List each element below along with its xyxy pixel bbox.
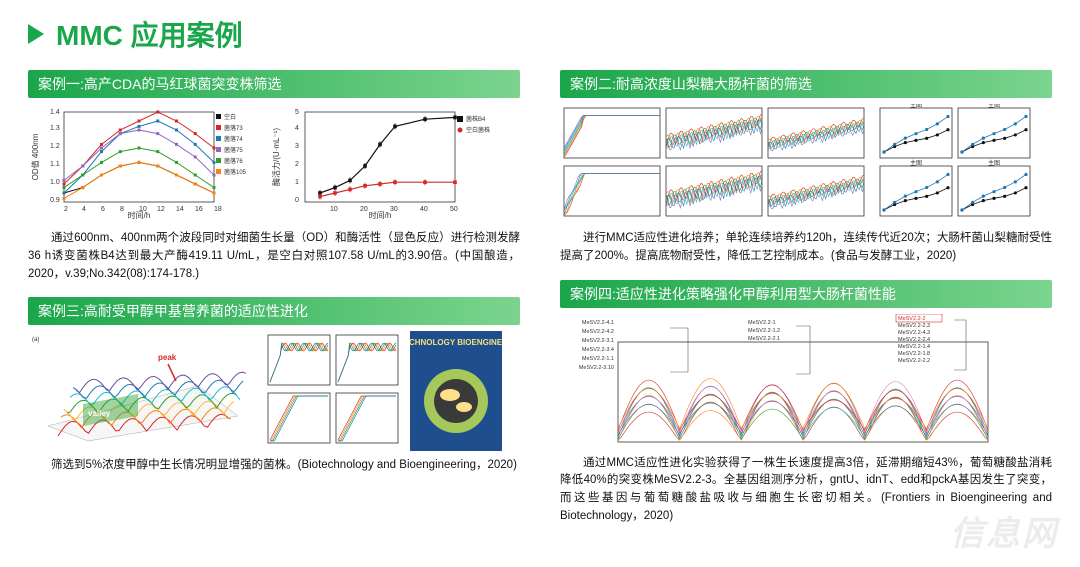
svg-text:50: 50 (450, 206, 458, 213)
case-3: 案例三:高耐受甲醇甲基营养菌的适应性进化 (a) valley peak (28, 297, 520, 475)
svg-text:主图: 主图 (910, 104, 922, 109)
case-4-timeline: MeSV2.2-4.1 MeSV2.2-4.2 MeSV2.2-3.1 MeSV2.2… (560, 314, 1040, 449)
svg-text:1.3: 1.3 (50, 125, 60, 132)
svg-text:MeSV2.2-2: MeSV2.2-2 (898, 316, 926, 322)
case-3-charts: (a) valley peak BIOTECHNOLOGY BIOE (28, 331, 520, 451)
c1b-legend: 菌株B4 空白菌株 (457, 115, 490, 134)
c3-label-a: (a) (32, 337, 39, 343)
svg-text:2: 2 (64, 206, 68, 213)
svg-text:MeSV2.2-3.1: MeSV2.2-3.1 (582, 338, 614, 344)
svg-text:MeSV2.2-2.2: MeSV2.2-2.2 (898, 358, 930, 364)
svg-text:8: 8 (120, 206, 124, 213)
right-column: 案例二:耐高浓度山梨糖大肠杆菌的筛选 主图主图主图主图 进行MMC适应性进化培养… (560, 70, 1052, 540)
svg-text:1: 1 (295, 179, 299, 186)
case-3-small-panels (264, 331, 404, 451)
c1b-xlabel: 时间/h (369, 210, 392, 220)
title-row: MMC 应用案例 (28, 14, 1052, 54)
svg-text:5: 5 (295, 109, 299, 116)
case-2-panel-grid (560, 104, 870, 224)
svg-text:10: 10 (139, 206, 147, 213)
c1a-ylabel: OD值 400nm (30, 133, 40, 180)
c1a-yticks: 0.9 1.0 1.1 1.2 1.3 1.4 (50, 109, 60, 204)
page-title: MMC 应用案例 (56, 14, 243, 54)
biotech-cover-title: BIOTECHNOLOGY BIOENGINEERING (410, 338, 502, 347)
svg-text:主图: 主图 (988, 159, 1000, 167)
svg-text:MeSV2.2-3.10: MeSV2.2-3.10 (579, 365, 614, 371)
case-4-header: 案例四:适应性进化策略强化甲醇利用型大肠杆菌性能 (560, 280, 1052, 308)
case-3-biotech-cover: BIOTECHNOLOGY BIOENGINEERING (410, 331, 502, 451)
svg-text:16: 16 (195, 206, 203, 213)
svg-text:1.4: 1.4 (50, 109, 60, 116)
c1a-legend: 空白菌落73 菌落74 菌落75 菌落76 菌落105 (216, 113, 247, 176)
case-4-caption: 通过MMC适应性进化实验获得了一株生长速度提高3倍，延滞期缩短43%，葡萄糖酸盐… (560, 455, 1052, 526)
svg-text:20: 20 (360, 206, 368, 213)
c1b-ylabel: 酶活力/(U·mL⁻¹) (271, 128, 281, 186)
svg-text:MeSV2.2-4.1: MeSV2.2-4.1 (582, 320, 614, 326)
svg-text:1.2: 1.2 (50, 143, 60, 150)
svg-text:12: 12 (157, 206, 165, 213)
c1b-yticks: 0 1 2 3 4 5 (295, 109, 299, 204)
left-column: 案例一:高产CDA的马红球菌突变株筛选 OD值 400nm 时间/h 2 4 6 8… (28, 70, 520, 540)
svg-text:菌落73: 菌落73 (224, 124, 243, 132)
svg-text:MeSV2.2-2.3: MeSV2.2-2.3 (898, 323, 930, 329)
svg-text:14: 14 (176, 206, 184, 213)
svg-text:3: 3 (295, 143, 299, 150)
svg-text:10: 10 (330, 206, 338, 213)
svg-text:0: 0 (295, 197, 299, 204)
columns: 案例一:高产CDA的马红球菌突变株筛选 OD值 400nm 时间/h 2 4 6 8… (28, 70, 1052, 540)
svg-text:主图: 主图 (910, 159, 922, 167)
svg-text:MeSV2.2-1.1: MeSV2.2-1.1 (582, 356, 614, 362)
svg-text:空白: 空白 (224, 113, 236, 121)
svg-text:菌株B4: 菌株B4 (466, 115, 486, 123)
case-4-charts: MeSV2.2-4.1 MeSV2.2-4.2 MeSV2.2-3.1 MeSV2.2… (560, 314, 1052, 449)
case-1-charts: OD值 400nm 时间/h 246 81012 141618 0.91.01.… (28, 104, 520, 224)
case-1-chart-b: 酶活力/(U·mL⁻¹) 时间/h 10 20 30 40 50 0 1 2 3 4 5 (269, 104, 504, 224)
title-marker-icon (28, 24, 44, 44)
svg-text:40: 40 (420, 206, 428, 213)
case-2-charts: 主图主图主图主图 (560, 104, 1052, 224)
case-3-header: 案例三:高耐受甲醇甲基营养菌的适应性进化 (28, 297, 520, 325)
case-2-caption: 进行MMC适应性进化培养；单轮连续培养约120h，连续传代近20次；大肠杆菌山梨… (560, 230, 1052, 266)
svg-text:MeSV2.2-2.4: MeSV2.2-2.4 (898, 337, 930, 343)
svg-text:MeSV2.2-3.4: MeSV2.2-3.4 (582, 347, 614, 353)
case-3-3d-chart: (a) valley peak (28, 331, 258, 451)
case-1-caption: 通过600nm、400nm两个波段同时对细菌生长量（OD）和酶活性（显色反应）进… (28, 230, 520, 283)
case-3-caption: 筛选到5%浓度甲醇中生长情况明显增强的菌株。(Biotechnology and… (28, 457, 520, 475)
case-2-scatter-grid: 主图主图主图主图 (876, 104, 1036, 224)
svg-text:菌落76: 菌落76 (224, 157, 243, 165)
svg-text:2: 2 (295, 161, 299, 168)
svg-text:MeSV2.2-1: MeSV2.2-1 (748, 320, 776, 326)
c3-valley-label: valley (88, 409, 111, 418)
case-4: 案例四:适应性进化策略强化甲醇利用型大肠杆菌性能 MeSV2.2-4.1MeSV… (560, 280, 1052, 526)
svg-text:MeSV2.2-1.8: MeSV2.2-1.8 (898, 351, 930, 357)
svg-text:菌落75: 菌落75 (224, 146, 243, 154)
svg-text:主图: 主图 (988, 104, 1000, 109)
case-1-chart-a: OD值 400nm 时间/h 246 81012 141618 0.91.01.… (28, 104, 263, 224)
svg-text:1.1: 1.1 (50, 161, 60, 168)
svg-text:MeSV2.2-1.2: MeSV2.2-1.2 (748, 328, 780, 334)
svg-text:空白菌株: 空白菌株 (466, 126, 490, 134)
svg-text:1.0: 1.0 (50, 179, 60, 186)
svg-text:MeSV2.2-1.4: MeSV2.2-1.4 (898, 344, 930, 350)
svg-text:菌落74: 菌落74 (224, 135, 243, 143)
c1a-xticks: 2 4 6 8 10 12 14 16 18 (64, 206, 222, 213)
svg-text:30: 30 (390, 206, 398, 213)
svg-text:菌落105: 菌落105 (224, 168, 247, 176)
svg-text:18: 18 (214, 206, 222, 213)
svg-text:0.9: 0.9 (50, 197, 60, 204)
c1b-xticks: 10 20 30 40 50 (330, 206, 458, 213)
svg-text:4: 4 (82, 206, 86, 213)
svg-text:4: 4 (295, 125, 299, 132)
svg-text:MeSV2.2-4.2: MeSV2.2-4.2 (582, 329, 614, 335)
case-1: 案例一:高产CDA的马红球菌突变株筛选 OD值 400nm 时间/h 2 4 6 8… (28, 70, 520, 283)
c3-peak-label: peak (158, 353, 177, 362)
svg-text:MeSV2.2-2.1: MeSV2.2-2.1 (748, 336, 780, 342)
case-2: 案例二:耐高浓度山梨糖大肠杆菌的筛选 主图主图主图主图 进行MMC适应性进化培养… (560, 70, 1052, 266)
svg-text:6: 6 (101, 206, 105, 213)
case-2-header: 案例二:耐高浓度山梨糖大肠杆菌的筛选 (560, 70, 1052, 98)
case-1-header: 案例一:高产CDA的马红球菌突变株筛选 (28, 70, 520, 98)
svg-text:MeSV2.2-4.3: MeSV2.2-4.3 (898, 330, 930, 336)
